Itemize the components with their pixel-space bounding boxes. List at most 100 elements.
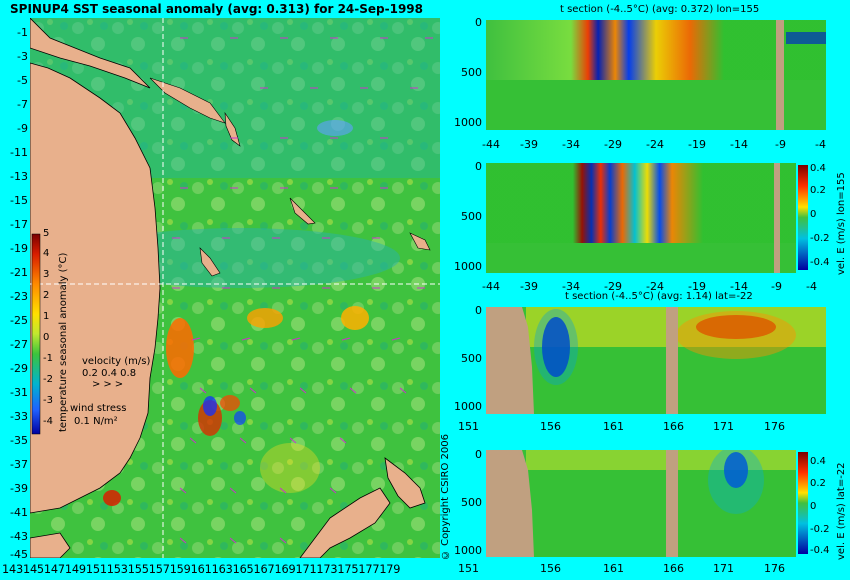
cb-tick: 0.4 (810, 163, 826, 174)
cb-tick: -4 (43, 416, 53, 427)
wind-stress-scale: 0.1 N/m² (74, 416, 118, 427)
section-3-title: t section (-4..5°C) (avg: 1.14) lat=-22 (565, 291, 753, 302)
lat-label: -21 (10, 266, 28, 279)
x-tick: 166 (663, 562, 684, 575)
x-tick: -34 (562, 138, 580, 151)
x-tick: 171 (713, 420, 734, 433)
y-tick: 500 (461, 352, 482, 365)
y-tick: 1000 (454, 260, 482, 273)
cb-tick: -1 (43, 353, 53, 364)
x-tick: 156 (540, 420, 561, 433)
section-4-colorbar (798, 452, 808, 554)
sst-anomaly-map[interactable] (30, 18, 440, 558)
vanuatu (289, 197, 316, 225)
x-tick: 151 (458, 420, 479, 433)
cold-eddy (203, 396, 217, 416)
wind-stress-label: wind stress (70, 403, 127, 414)
cold-eddy (234, 411, 246, 425)
x-tick: -44 (482, 138, 500, 151)
section-4-plot[interactable] (486, 450, 796, 557)
cb-tick: 4 (43, 248, 50, 259)
section-1-title: t section (-4..5°C) (avg: 0.372) lon=155 (560, 4, 760, 15)
x-tick: 151 (458, 562, 479, 575)
solomon-islands (149, 77, 226, 124)
new-guinea-land (30, 18, 151, 89)
lat-label: -13 (10, 170, 28, 183)
sst-colorbar-ticks: 5 4 3 2 1 0 -1 -2 -3 -4 (43, 228, 55, 433)
lat-label: -23 (10, 290, 28, 303)
y-tick: 0 (475, 304, 482, 317)
section-2-colorbar (798, 165, 808, 270)
y-tick: 0 (475, 448, 482, 461)
lon-labels: 1431451471491511531551571591611631651671… (2, 563, 394, 576)
x-tick: -29 (604, 138, 622, 151)
fiji (409, 232, 431, 251)
velocity-legend-label: velocity (m/s) (82, 356, 151, 367)
x-tick: 176 (764, 562, 785, 575)
x-tick: -4 (815, 138, 826, 151)
x-tick: 161 (603, 420, 624, 433)
lat-label: -41 (10, 506, 28, 519)
x-tick: -14 (730, 280, 748, 293)
section-land-mask (666, 307, 678, 414)
cb-tick: -0.2 (810, 524, 830, 535)
lon-label-last: 9 (393, 563, 401, 576)
x-tick: -24 (646, 280, 664, 293)
sst-colorbar (31, 233, 41, 435)
cb-tick: -3 (43, 395, 53, 406)
y-tick: 500 (461, 66, 482, 79)
cb-tick: -2 (43, 374, 53, 385)
x-tick: 176 (764, 420, 785, 433)
lat-label: -19 (10, 242, 28, 255)
cb-tick: 3 (43, 269, 50, 280)
section-land-mask (486, 450, 534, 557)
x-tick: -9 (771, 280, 782, 293)
x-tick: -29 (604, 280, 622, 293)
x-tick: -19 (688, 280, 706, 293)
cb-tick: -0.4 (810, 257, 830, 268)
warm-eddy (341, 306, 369, 330)
lat-label: -3 (17, 50, 28, 63)
lat-label: -17 (10, 218, 28, 231)
lat-label: -15 (10, 194, 28, 207)
section-land-mask (774, 163, 780, 273)
y-tick: 0 (475, 16, 482, 29)
cb-tick: -0.4 (810, 545, 830, 556)
warm-core (696, 315, 776, 339)
cb-tick: 0.2 (810, 478, 826, 489)
lat-label: -27 (10, 338, 28, 351)
sst-colorbar-label: temperature seasonal anomaly (°C) (58, 252, 69, 432)
section-2-cb-label: vel. E (m/s) lon=155 (836, 172, 847, 275)
section-2-plot[interactable] (486, 163, 796, 273)
y-tick: 1000 (454, 544, 482, 557)
lat-label: -35 (10, 434, 28, 447)
section-3-plot[interactable] (486, 307, 826, 414)
map-lon-axis: 1431451471491511531551571591611631651671… (2, 563, 400, 576)
map-title: SPINUP4 SST seasonal anomaly (avg: 0.313… (10, 2, 423, 16)
x-tick: -9 (775, 138, 786, 151)
x-tick: 156 (540, 562, 561, 575)
x-tick: 166 (663, 420, 684, 433)
cb-tick: 0 (810, 501, 817, 512)
x-tick: 171 (713, 562, 734, 575)
x-tick: 161 (603, 562, 624, 575)
section-1-plot[interactable] (486, 20, 826, 130)
cb-tick: 0.4 (810, 456, 826, 467)
cold-eddy (317, 120, 353, 136)
x-tick: -14 (730, 138, 748, 151)
section-land-mask (776, 20, 784, 130)
cb-tick: 2 (43, 290, 50, 301)
lat-label: -9 (17, 122, 28, 135)
velocity-legend-scale: 0.2 0.4 0.8 (82, 368, 137, 379)
lat-label: -45 (10, 548, 28, 561)
lat-label: -1 (17, 26, 28, 39)
new-caledonia (199, 247, 221, 277)
australia-land (30, 62, 161, 514)
cb-tick: 5 (43, 228, 50, 239)
y-tick: 500 (461, 210, 482, 223)
section-4-cb-label: vel. E (m/s) lat=-22 (836, 462, 847, 560)
warm-eddy (103, 490, 121, 506)
velocity-legend-arrows: >>> (92, 379, 127, 390)
section-land-mask (666, 450, 678, 557)
cb-tick: -0.2 (810, 233, 830, 244)
